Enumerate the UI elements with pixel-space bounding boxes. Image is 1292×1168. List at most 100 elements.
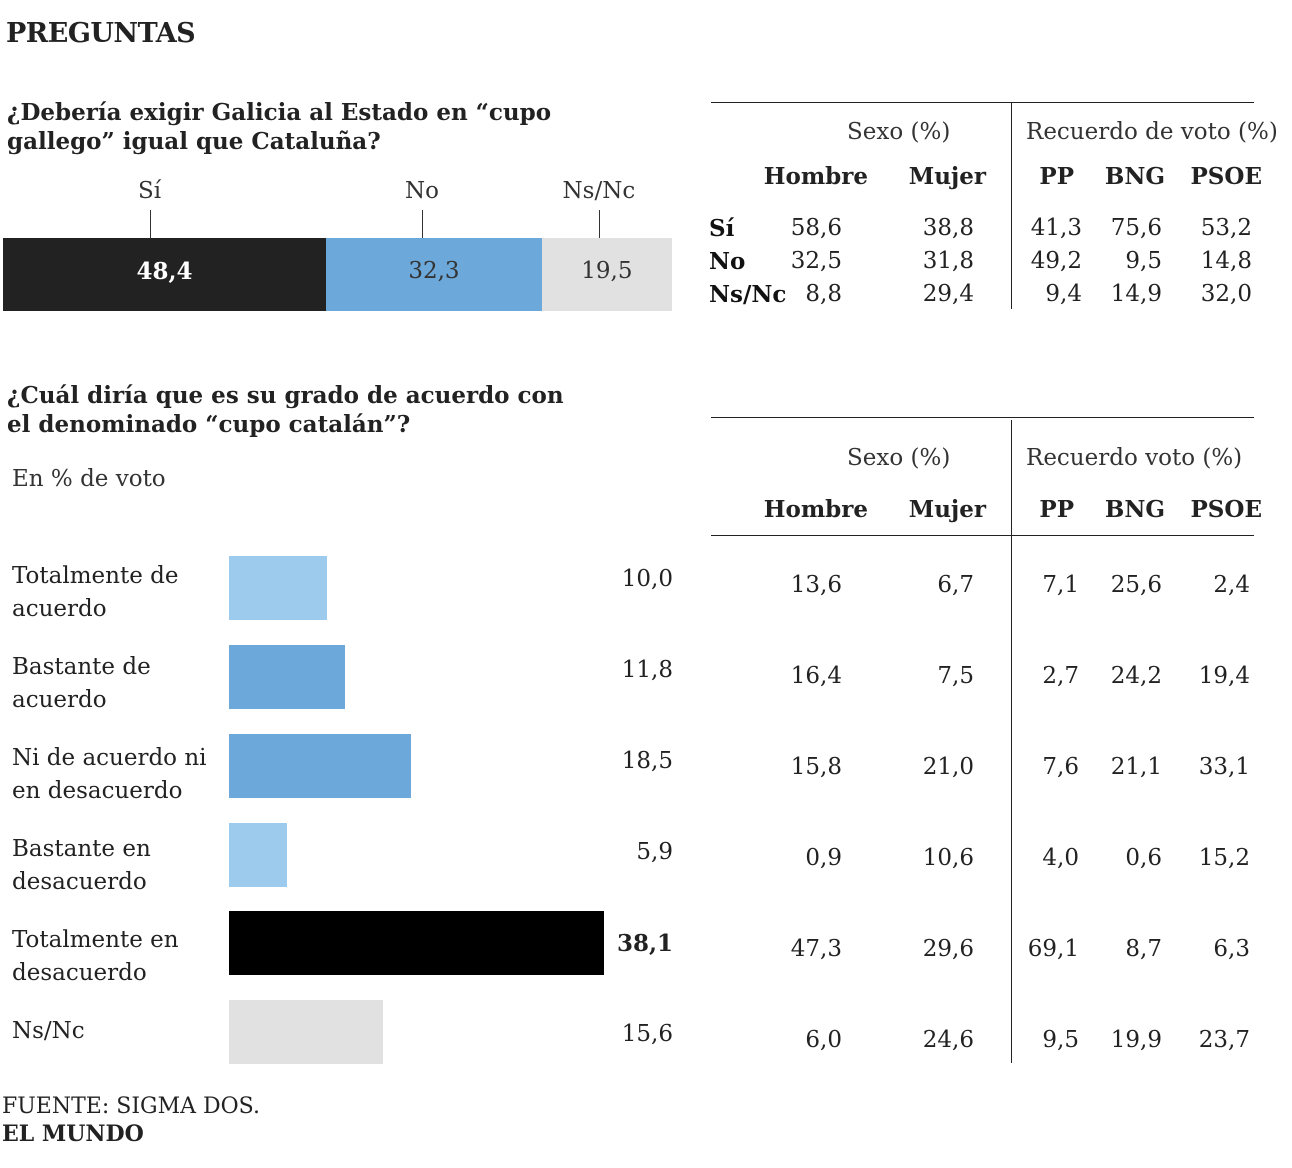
table2-cell: 6,3 bbox=[1213, 936, 1250, 962]
stack-segment-value: 48,4 bbox=[136, 258, 193, 285]
stack-tick bbox=[598, 210, 600, 238]
stack-segment bbox=[326, 238, 542, 311]
table1-row-label: Ns/Nc bbox=[709, 281, 787, 308]
table2-cell: 33,1 bbox=[1198, 754, 1250, 780]
stack-category-label: No bbox=[404, 178, 439, 204]
table2-cell: 4,0 bbox=[1042, 845, 1079, 871]
bar-category-label: Ns/Nc bbox=[12, 1018, 85, 1044]
table2-cell: 9,5 bbox=[1042, 1027, 1079, 1053]
table2-cell: 0,9 bbox=[805, 845, 842, 871]
bar-category-label: Ni de acuerdo ni en desacuerdo bbox=[12, 745, 207, 804]
table2-group-voto: Recuerdo voto (%) bbox=[1026, 445, 1243, 471]
table1-top-rule bbox=[711, 102, 1254, 103]
bar bbox=[229, 823, 288, 887]
stack-tick bbox=[421, 210, 423, 238]
table2-cell: 21,1 bbox=[1110, 754, 1162, 780]
bar-value-label: 38,1 bbox=[616, 930, 673, 957]
table1-group-voto: Recuerdo de voto (%) bbox=[1026, 119, 1278, 145]
table2-cell: 19,4 bbox=[1198, 663, 1250, 689]
page-title: PREGUNTAS bbox=[6, 18, 196, 49]
table2-cell: 15,8 bbox=[790, 754, 842, 780]
table2-cell: 69,1 bbox=[1027, 936, 1079, 962]
table2-column-header: Mujer bbox=[908, 496, 986, 523]
table2-cell: 2,4 bbox=[1213, 572, 1250, 598]
table2-cell: 24,6 bbox=[922, 1027, 974, 1053]
table1-cell: 41,3 bbox=[1030, 215, 1082, 241]
table2-cell: 23,7 bbox=[1198, 1027, 1250, 1053]
stack-category-label: Ns/Nc bbox=[562, 178, 636, 204]
table1-cell: 75,6 bbox=[1110, 215, 1162, 241]
table1-column-header: BNG bbox=[1104, 163, 1165, 190]
bar-value-label: 10,0 bbox=[621, 566, 673, 592]
table2-cell: 21,0 bbox=[922, 754, 974, 780]
bar-value-label: 11,8 bbox=[621, 657, 673, 683]
table1-cell: 49,2 bbox=[1030, 248, 1082, 274]
stack-segment bbox=[3, 238, 327, 311]
table2-column-header: PP bbox=[1039, 496, 1074, 523]
table1-cell: 9,5 bbox=[1125, 248, 1162, 274]
table2-divider bbox=[1011, 420, 1012, 1063]
table1-cell: 38,8 bbox=[922, 215, 974, 241]
bar bbox=[229, 911, 604, 975]
table1-row-label: No bbox=[709, 248, 746, 275]
table1-cell: 29,4 bbox=[922, 281, 974, 307]
table2-cell: 29,6 bbox=[922, 936, 974, 962]
table2-column-header: Hombre bbox=[763, 496, 868, 523]
question-2-title: ¿Cuál diría que es su grado de acuerdo c… bbox=[7, 382, 564, 438]
table1-column-header: Hombre bbox=[763, 163, 868, 190]
source-note: FUENTE: SIGMA DOS. bbox=[2, 1094, 260, 1119]
bar-category-label: Totalmente en desacuerdo bbox=[12, 927, 179, 986]
stack-tick bbox=[149, 210, 151, 238]
table2-cell: 25,6 bbox=[1110, 572, 1162, 598]
bar bbox=[229, 734, 412, 798]
table2-cell: 0,6 bbox=[1125, 845, 1162, 871]
bar bbox=[229, 556, 328, 620]
bar bbox=[229, 645, 346, 709]
table1-row-label: Sí bbox=[709, 215, 735, 242]
table2-group-sexo: Sexo (%) bbox=[847, 445, 951, 471]
bar-value-label: 5,9 bbox=[636, 839, 673, 865]
table2-cell: 47,3 bbox=[790, 936, 842, 962]
table2-column-header: PSOE bbox=[1190, 496, 1262, 523]
stack-segment-value: 32,3 bbox=[408, 258, 460, 284]
table1-cell: 32,0 bbox=[1200, 281, 1252, 307]
bar-category-label: Totalmente de acuerdo bbox=[12, 563, 179, 622]
table1-column-header: PP bbox=[1039, 163, 1074, 190]
table2-cell: 10,6 bbox=[922, 845, 974, 871]
table1-column-header: PSOE bbox=[1190, 163, 1262, 190]
table1-cell: 8,8 bbox=[805, 281, 842, 307]
bar-category-label: Bastante en desacuerdo bbox=[12, 836, 151, 895]
table1-cell: 9,4 bbox=[1045, 281, 1082, 307]
table2-cell: 2,7 bbox=[1042, 663, 1079, 689]
table1-column-header: Mujer bbox=[908, 163, 986, 190]
bar-category-label: Bastante de acuerdo bbox=[12, 654, 151, 713]
table2-cell: 7,5 bbox=[937, 663, 974, 689]
question-1-title: ¿Debería exigir Galicia al Estado en “cu… bbox=[7, 99, 552, 155]
table1-cell: 58,6 bbox=[790, 215, 842, 241]
table2-cell: 24,2 bbox=[1110, 663, 1162, 689]
stack-segment-value: 19,5 bbox=[581, 258, 633, 284]
table2-cell: 19,9 bbox=[1110, 1027, 1162, 1053]
stack-segment bbox=[541, 238, 672, 311]
table2-cell: 6,0 bbox=[805, 1027, 842, 1053]
table1-cell: 14,8 bbox=[1200, 248, 1252, 274]
table1-cell: 32,5 bbox=[790, 248, 842, 274]
table2-top-rule bbox=[711, 417, 1254, 418]
table2-cell: 13,6 bbox=[790, 572, 842, 598]
table1-group-sexo: Sexo (%) bbox=[847, 119, 951, 145]
table2-column-header: BNG bbox=[1104, 496, 1165, 523]
table1-cell: 14,9 bbox=[1110, 281, 1162, 307]
stack-category-label: Sí bbox=[138, 178, 162, 204]
brand-logo-text: EL MUNDO bbox=[2, 1121, 144, 1147]
table2-header-rule bbox=[711, 535, 1254, 536]
bar bbox=[229, 1000, 383, 1064]
table2-cell: 7,6 bbox=[1042, 754, 1079, 780]
table1-cell: 31,8 bbox=[922, 248, 974, 274]
bar-value-label: 18,5 bbox=[621, 748, 673, 774]
question-2-subtitle: En % de voto bbox=[12, 466, 166, 492]
table2-cell: 7,1 bbox=[1042, 572, 1079, 598]
table2-cell: 16,4 bbox=[790, 663, 842, 689]
table1-divider bbox=[1011, 102, 1012, 309]
table2-cell: 6,7 bbox=[937, 572, 974, 598]
bar-value-label: 15,6 bbox=[621, 1021, 673, 1047]
